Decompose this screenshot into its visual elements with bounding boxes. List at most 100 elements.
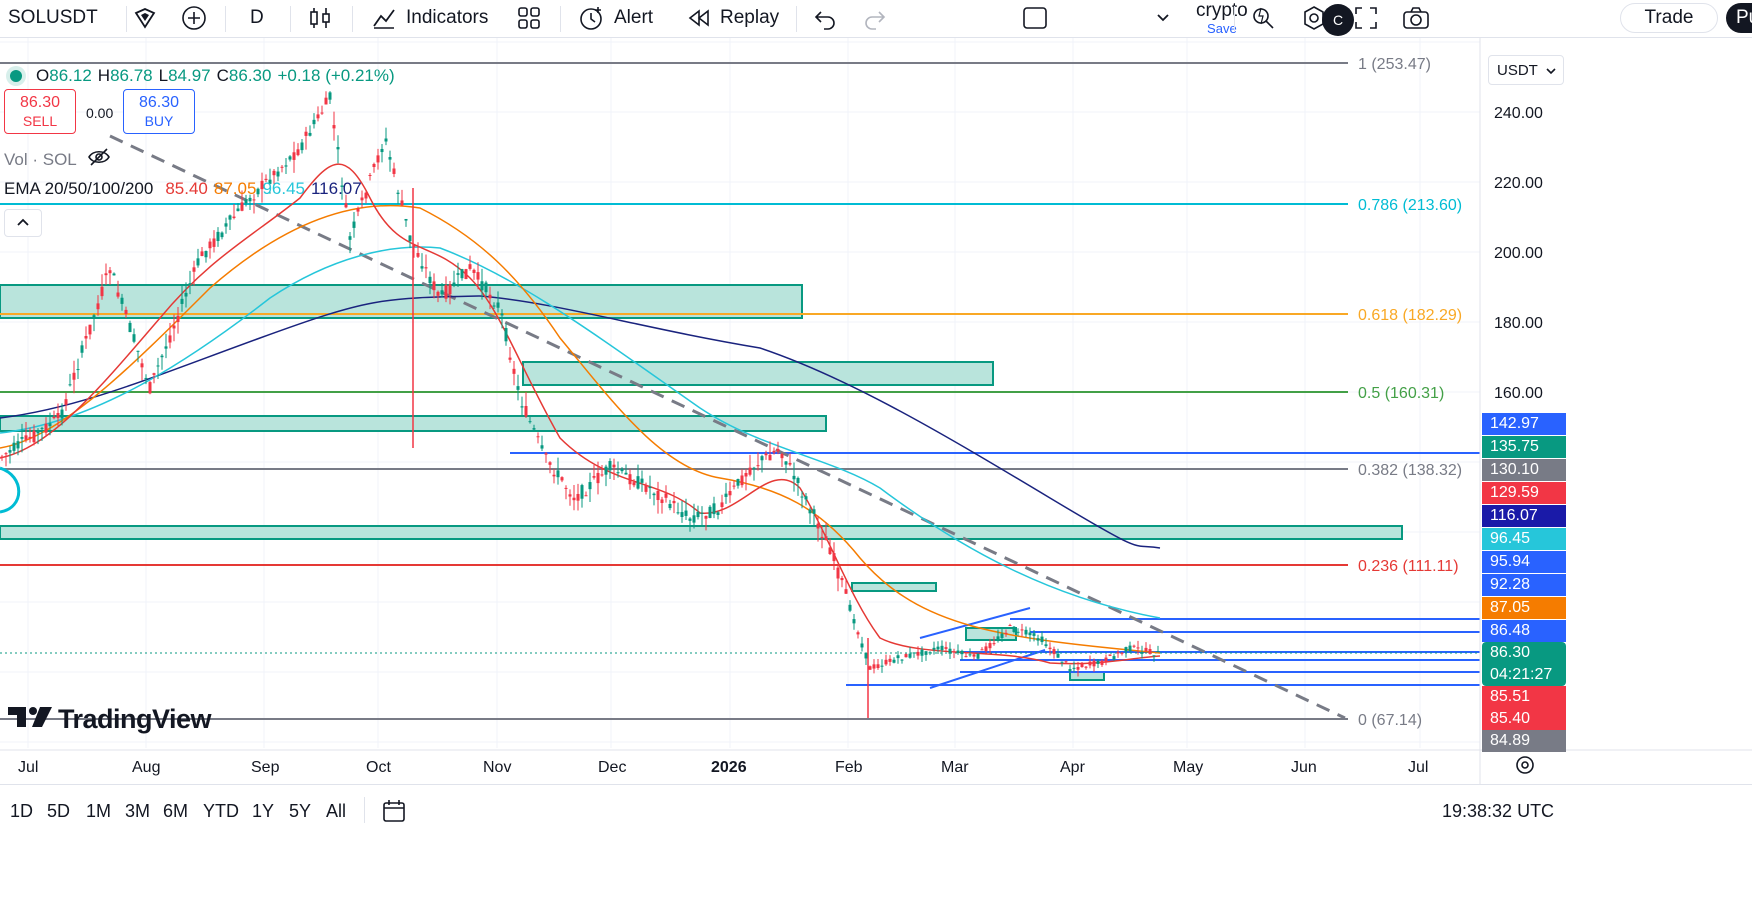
ohlc-legend[interactable]: O86.12 H86.78 L84.97 C86.30 +0.18 (+0.21… xyxy=(4,66,395,86)
eye-hidden-icon[interactable] xyxy=(87,147,111,172)
range-all[interactable]: All xyxy=(326,801,347,821)
time-axis-label: Nov xyxy=(483,759,511,776)
trade-button[interactable]: Trade xyxy=(1620,3,1718,33)
redo-icon[interactable] xyxy=(862,0,888,36)
zone-box[interactable] xyxy=(522,361,994,386)
volume-legend[interactable]: Vol · SOL xyxy=(4,147,111,172)
quick-search-icon[interactable] xyxy=(1249,0,1277,36)
candle-body xyxy=(308,132,312,136)
candle-body xyxy=(408,235,412,242)
sell-button[interactable]: 86.30 SELL xyxy=(4,89,76,134)
candle-body xyxy=(748,467,752,475)
layout-select-icon[interactable] xyxy=(1020,0,1050,36)
range-ytd[interactable]: YTD xyxy=(203,801,239,821)
tradingview-logo[interactable]: TradingView xyxy=(6,703,212,736)
ema-200-line[interactable] xyxy=(0,295,1161,549)
ema-50-line[interactable] xyxy=(0,204,1161,654)
time-axis-labels[interactable]: Jul Aug Sep Oct Nov Dec 2026 Feb Mar Apr… xyxy=(18,759,1428,776)
indicators-icon xyxy=(370,4,398,32)
calendar-icon[interactable] xyxy=(380,797,408,830)
fullscreen-icon[interactable] xyxy=(1352,0,1380,36)
candle-body xyxy=(224,223,228,227)
ema-20-line[interactable] xyxy=(0,163,1161,665)
add-symbol-icon[interactable] xyxy=(180,0,208,36)
trendline[interactable] xyxy=(109,134,1346,720)
candle-body xyxy=(1060,661,1064,663)
candle-body xyxy=(28,436,32,439)
candle-body xyxy=(496,302,500,308)
templates-icon[interactable] xyxy=(515,0,543,36)
candle-body xyxy=(304,131,308,136)
chevron-down-icon xyxy=(1545,62,1557,79)
channel-line[interactable] xyxy=(929,649,1046,689)
ema-lines[interactable] xyxy=(0,163,1161,665)
candle-body xyxy=(1004,632,1008,634)
range-3m[interactable]: 3M xyxy=(125,801,151,821)
zone-boxes[interactable] xyxy=(0,284,1403,681)
price-tag: 87.05 xyxy=(1482,597,1566,619)
ellipse-annotation[interactable] xyxy=(0,466,21,514)
candle-body xyxy=(52,416,56,419)
candle-body xyxy=(848,604,852,611)
chevron-down-icon[interactable] xyxy=(1154,0,1172,36)
candle-body xyxy=(1072,667,1076,669)
axis-settings-icon[interactable] xyxy=(1516,756,1534,774)
zone-box[interactable] xyxy=(851,582,937,592)
price-tag: 85.40 xyxy=(1482,708,1566,730)
candle-body xyxy=(268,179,272,184)
alert-button[interactable]: Alert xyxy=(576,0,653,36)
replay-button[interactable]: Replay xyxy=(686,0,779,36)
favorites-icon[interactable] xyxy=(131,0,159,36)
candle-body xyxy=(808,509,812,514)
ema-100-line[interactable] xyxy=(0,246,1161,619)
range-6m[interactable]: 6M xyxy=(163,801,189,821)
time-axis-label: Mar xyxy=(941,759,969,776)
zone-box[interactable] xyxy=(0,525,1403,540)
layout-name-button[interactable]: crypto Save xyxy=(1196,0,1248,36)
indicators-button[interactable]: Indicators xyxy=(370,0,488,36)
candle-body xyxy=(168,335,172,343)
candlestick-series[interactable] xyxy=(0,91,1160,718)
candle-body xyxy=(172,325,176,329)
candle-body xyxy=(716,512,720,515)
avatar[interactable]: C xyxy=(1322,4,1354,36)
undo-icon[interactable] xyxy=(812,0,838,36)
candle-body xyxy=(140,363,144,368)
settings-icon[interactable] xyxy=(1300,0,1328,36)
range-1y[interactable]: 1Y xyxy=(252,801,275,821)
candle-body xyxy=(584,495,588,497)
price-axis-labels[interactable]: 240.00 220.00 200.00 180.00 160.00 xyxy=(1494,105,1543,402)
collapse-legend-button[interactable] xyxy=(4,209,42,237)
candle-body xyxy=(648,486,652,489)
chart-canvas[interactable]: 1 (253.47) 0.786 (213.60) 0.618 (182.29)… xyxy=(0,38,1752,784)
range-1d[interactable]: 1D xyxy=(10,801,34,821)
chart-pane[interactable]: 1 (253.47) 0.786 (213.60) 0.618 (182.29)… xyxy=(0,38,1752,922)
interval-button[interactable]: D xyxy=(250,0,264,36)
candle-body xyxy=(300,142,304,151)
candle-body xyxy=(88,324,92,335)
high-key: H xyxy=(97,66,111,85)
range-1m[interactable]: 1M xyxy=(86,801,112,821)
publish-button[interactable]: Pu xyxy=(1726,3,1752,33)
alert-label: Alert xyxy=(614,7,654,28)
range-5y[interactable]: 5Y xyxy=(289,801,312,821)
zone-box[interactable] xyxy=(0,284,803,319)
channel-line[interactable] xyxy=(919,607,1031,639)
candle-body xyxy=(620,468,624,472)
zone-box[interactable] xyxy=(1069,671,1105,681)
candle-body xyxy=(356,208,360,212)
symbol-search[interactable]: SOLUSDT xyxy=(8,0,98,36)
support-resistance-lines[interactable] xyxy=(510,452,1480,689)
candle-body xyxy=(596,472,600,484)
camera-icon[interactable] xyxy=(1401,0,1431,36)
utc-clock[interactable]: 19:38:32 UTC xyxy=(1442,801,1555,821)
buy-button[interactable]: 86.30 BUY xyxy=(123,89,195,134)
ema-legend[interactable]: EMA 20/50/100/200 85.40 87.05 96.45 116.… xyxy=(4,179,362,199)
fib-retracement[interactable] xyxy=(0,62,1348,720)
range-5d[interactable]: 5D xyxy=(47,801,71,821)
currency-select[interactable]: USDT xyxy=(1488,55,1564,85)
time-axis-label: Sep xyxy=(251,759,280,776)
candle-body xyxy=(112,273,116,276)
change-value: +0.18 (+0.21%) xyxy=(277,66,395,85)
candles-icon[interactable] xyxy=(306,0,334,36)
